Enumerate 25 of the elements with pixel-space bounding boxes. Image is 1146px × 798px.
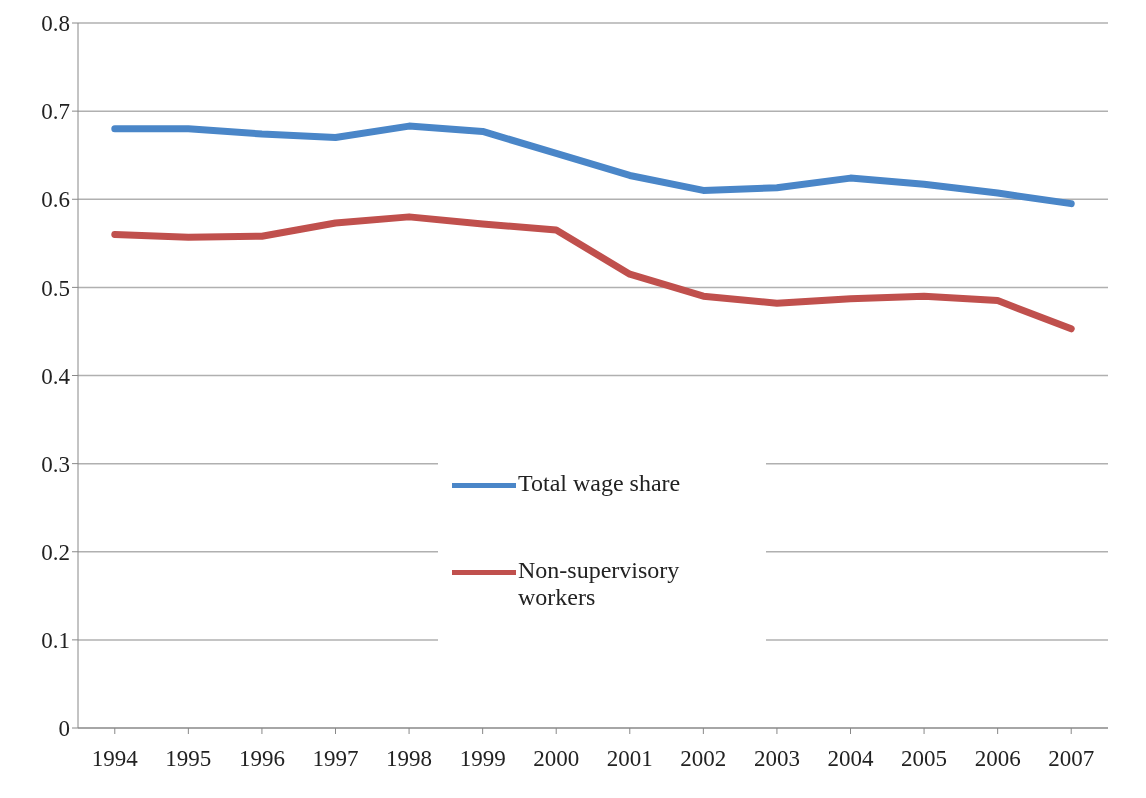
x-tick-label: 2004	[827, 746, 874, 772]
y-tick-label: 0.3	[41, 451, 70, 477]
x-tick-label: 2006	[974, 746, 1021, 772]
y-tick-label: 0.4	[41, 363, 71, 389]
y-tick-label: 0.1	[41, 628, 70, 654]
x-tick-label: 2002	[680, 746, 727, 772]
x-tick-label: 1995	[165, 746, 212, 772]
x-tick-label: 2007	[1048, 746, 1095, 772]
x-tick-label: 2000	[533, 746, 580, 772]
x-tick-label: 1998	[386, 746, 433, 772]
y-tick-label: 0.2	[41, 539, 70, 565]
x-tick-label: 1999	[459, 746, 506, 772]
y-tick-label: 0.6	[41, 187, 70, 213]
y-tick-label: 0	[58, 716, 70, 742]
legend-label: Non-supervisory workers	[518, 557, 681, 611]
y-tick-label: 0.7	[41, 99, 70, 125]
x-tick-label: 2001	[606, 746, 653, 772]
x-tick-label: 1994	[91, 746, 139, 772]
x-tick-label: 2003	[753, 746, 800, 772]
x-tick-label: 1996	[238, 746, 285, 772]
y-tick-label: 0.5	[41, 275, 70, 301]
legend-label: Total wage share	[518, 470, 682, 497]
x-tick-label: 2005	[901, 746, 948, 772]
x-tick-label: 1997	[312, 746, 359, 772]
y-tick-label: 0.8	[41, 11, 70, 37]
